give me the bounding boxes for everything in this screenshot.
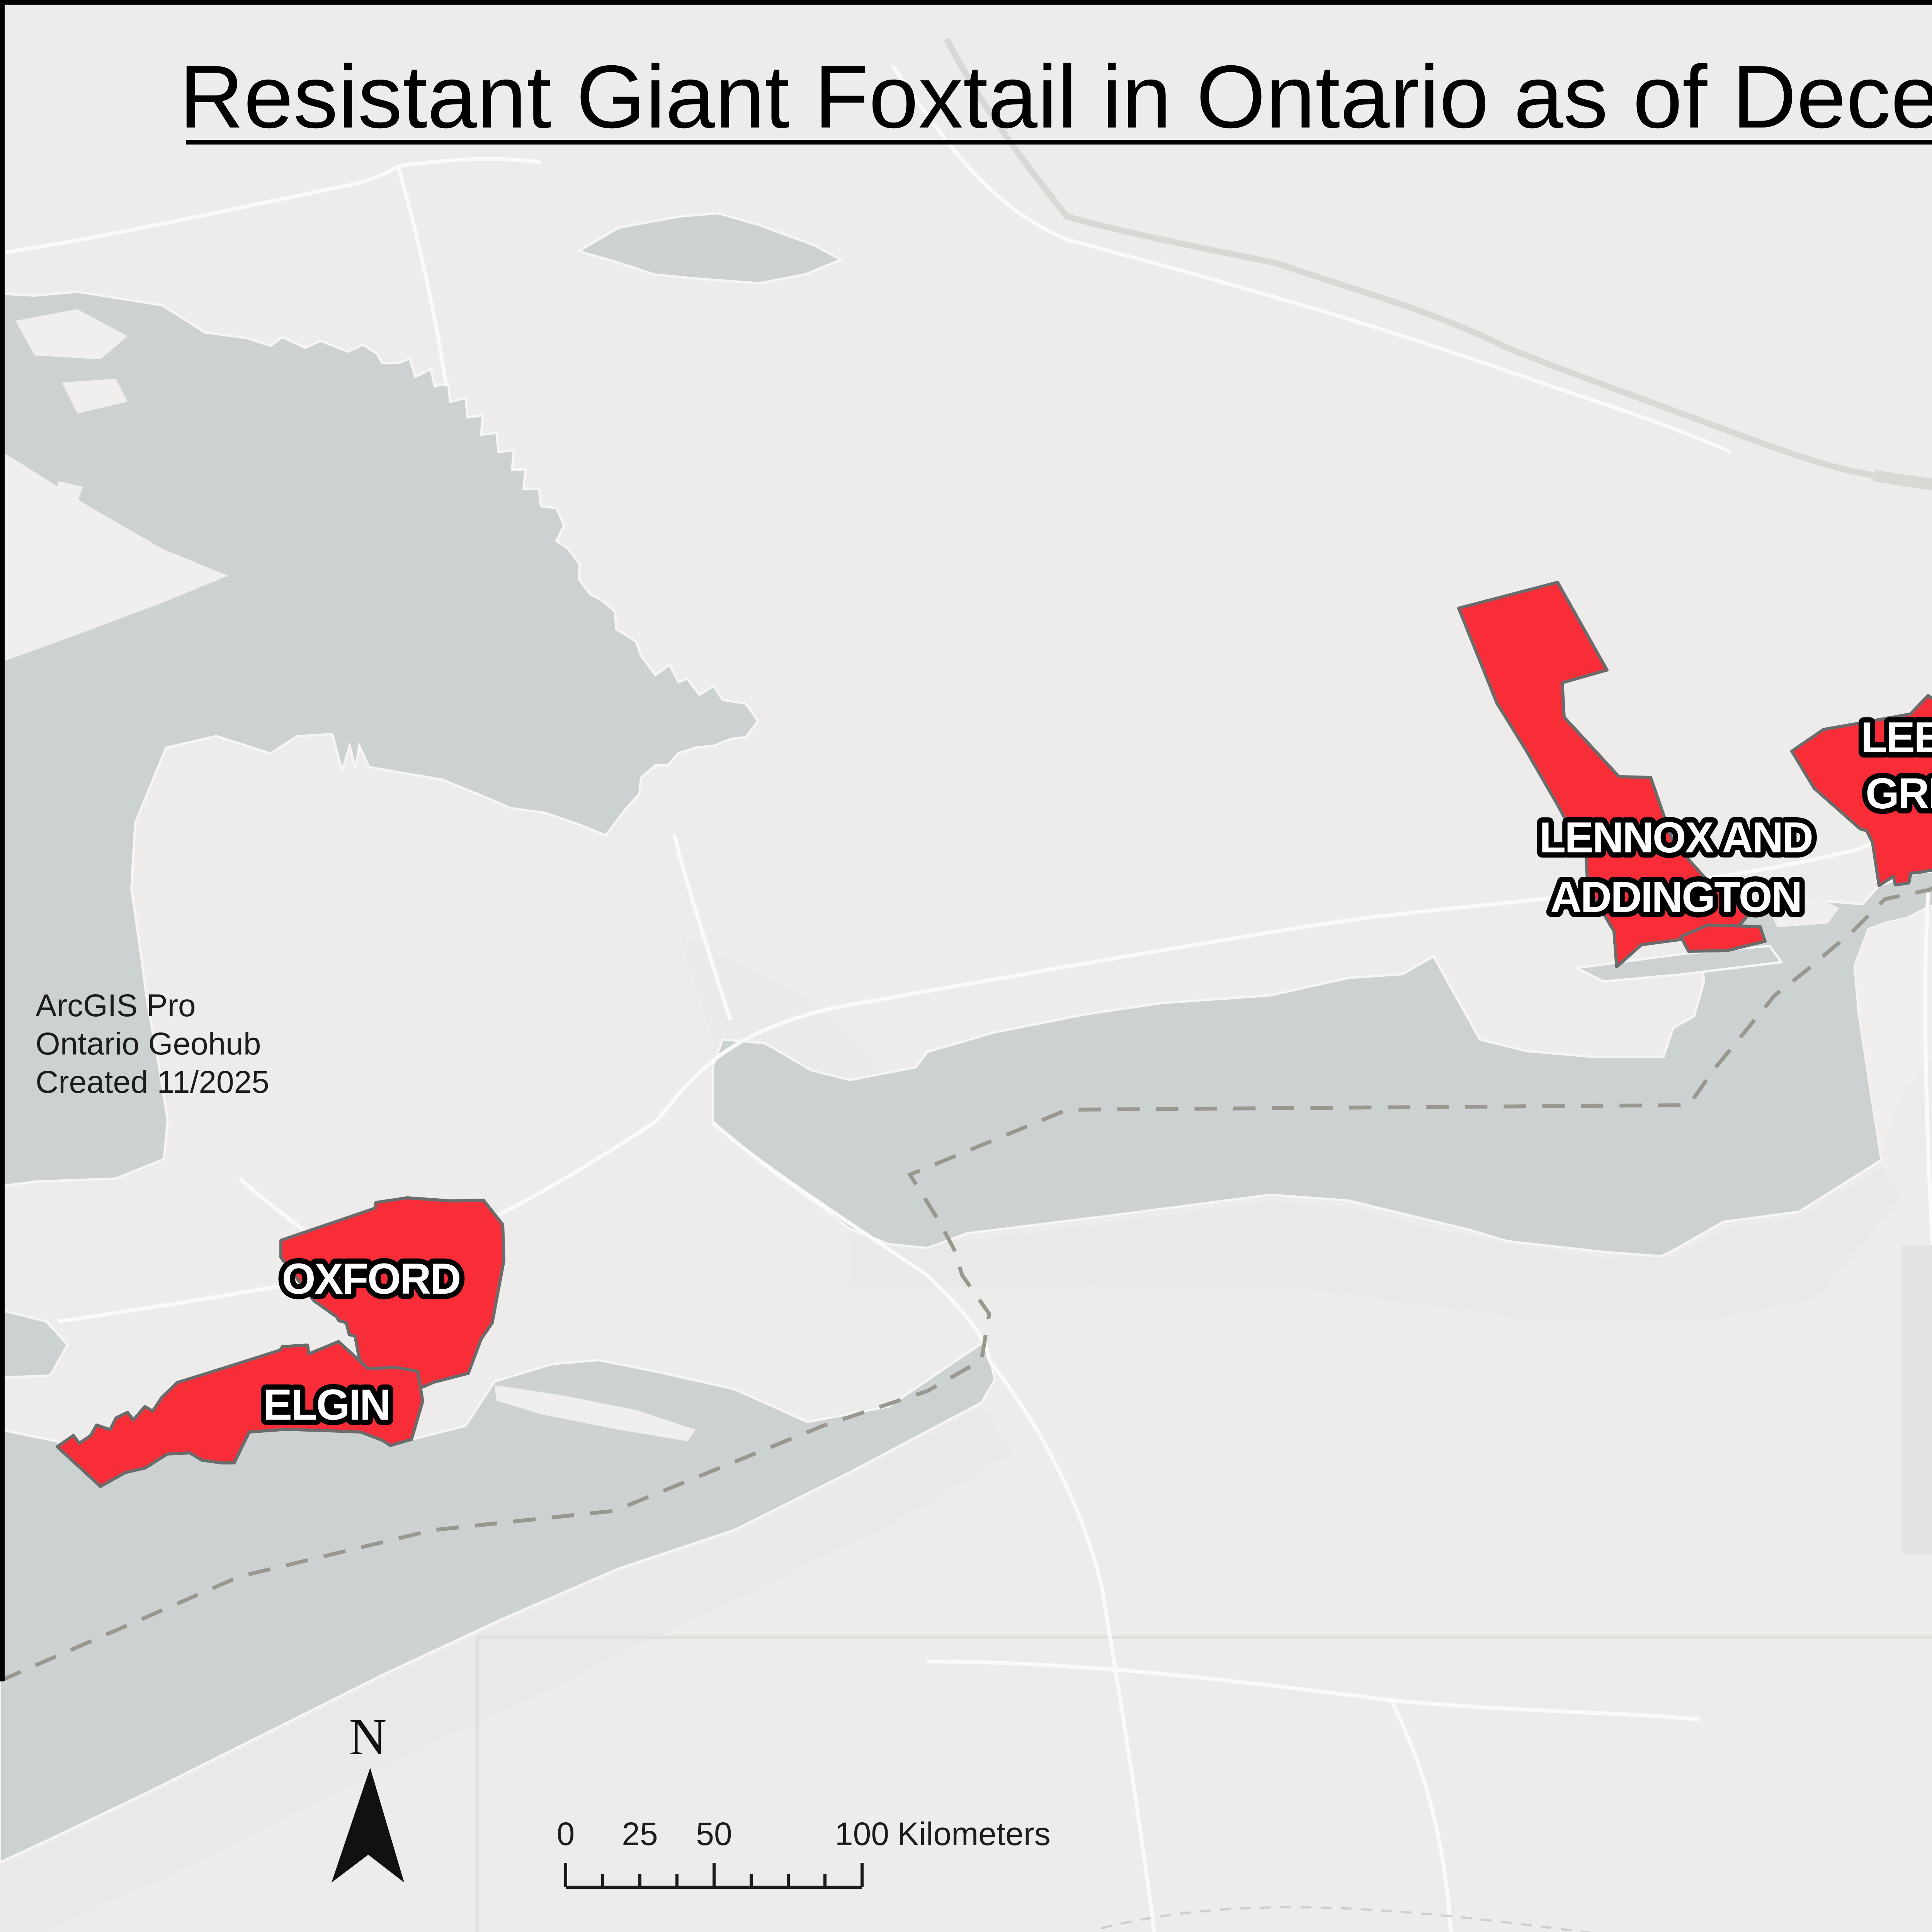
svg-text:N: N bbox=[349, 1708, 387, 1766]
svg-text:50: 50 bbox=[696, 1816, 732, 1852]
svg-text:Resistant Giant Foxtail in Ont: Resistant Giant Foxtail in Ontario as of… bbox=[179, 47, 1932, 146]
svg-text:LEEDS AND: LEEDS AND bbox=[1861, 713, 1932, 762]
svg-text:25: 25 bbox=[622, 1816, 658, 1852]
svg-text:LENNOX AND: LENNOX AND bbox=[1539, 813, 1812, 862]
svg-text:ELGIN: ELGIN bbox=[263, 1381, 389, 1429]
svg-text:Created 11/2025: Created 11/2025 bbox=[36, 1065, 269, 1100]
svg-text:OXFORD: OXFORD bbox=[282, 1255, 460, 1303]
svg-text:ADDINGTON: ADDINGTON bbox=[1550, 873, 1801, 921]
svg-text:ArcGIS Pro: ArcGIS Pro bbox=[36, 988, 196, 1023]
svg-text:Ontario Geohub: Ontario Geohub bbox=[36, 1026, 261, 1061]
svg-text:GRENVILLE: GRENVILLE bbox=[1866, 769, 1932, 818]
svg-text:0: 0 bbox=[557, 1816, 575, 1852]
svg-text:100: 100 bbox=[835, 1816, 889, 1852]
svg-text:Kilometers: Kilometers bbox=[897, 1816, 1051, 1852]
